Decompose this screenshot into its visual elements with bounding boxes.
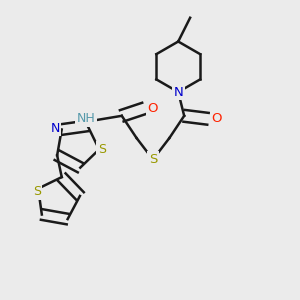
Text: S: S [149,153,157,166]
Text: S: S [98,143,106,156]
Text: NH: NH [77,112,95,125]
Text: O: O [148,102,158,115]
Text: N: N [50,122,60,134]
Text: O: O [212,112,222,125]
Text: N: N [173,85,183,98]
Text: S: S [33,185,41,198]
